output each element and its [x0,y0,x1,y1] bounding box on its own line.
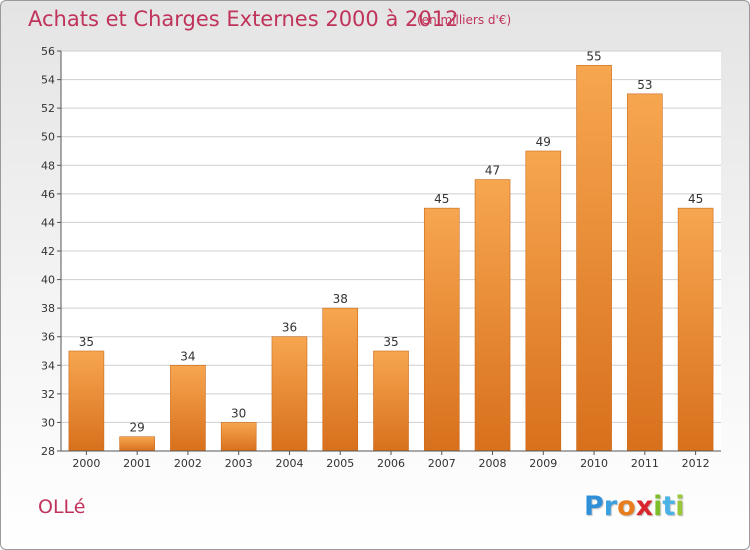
data-label: 45 [688,192,703,206]
y-tick-label: 38 [41,302,55,315]
x-tick-label: 2006 [377,457,405,470]
data-label: 55 [586,49,601,63]
bar-2011 [627,93,663,452]
y-tick-label: 50 [41,131,55,144]
y-axis: 28 30 32 34 36 38 40 42 44 46 48 50 52 54 56 [41,45,62,458]
y-tick-label: 42 [41,245,55,258]
logo-letter: i [675,491,685,522]
data-label: 49 [536,135,551,149]
chart-subtitle: (en milliers d'€) [417,13,512,27]
bar-2000 [68,350,105,452]
x-axis: 2000 2001 2002 2003 2004 2005 2006 2007 2008 2009… [61,450,721,470]
x-tick-label: 2004 [275,457,303,470]
proxiti-logo: Proxiti [584,491,685,522]
y-tick-label: 54 [41,74,55,87]
bars [68,64,714,452]
logo-letter: x [635,491,654,522]
bar-2012 [677,207,714,452]
x-tick-label: 2001 [123,457,151,470]
commune-name: OLLé [38,496,86,518]
logo-letter: o [617,491,636,522]
x-tick-label: 2005 [326,457,354,470]
data-label: 35 [383,335,398,349]
data-label: 34 [180,349,195,363]
bar-2008 [474,179,511,452]
data-label: 45 [434,192,449,206]
x-tick-label: 2000 [72,457,100,470]
x-tick-label: 2009 [529,457,557,470]
logo-letter: P [584,491,604,522]
x-tick-label: 2002 [174,457,202,470]
data-label: 36 [282,321,297,335]
logo-letter: r [603,491,618,522]
x-tick-label: 2010 [580,457,608,470]
y-tick-label: 46 [41,188,55,201]
y-tick-label: 48 [41,159,55,172]
y-tick-label: 34 [41,359,55,372]
x-tick-label: 2007 [428,457,456,470]
y-tick-label: 28 [41,445,55,458]
y-tick-label: 36 [41,331,55,344]
x-tick-label: 2011 [631,457,659,470]
y-tick-label: 44 [41,216,55,229]
y-tick-label: 52 [41,102,55,115]
x-tick-label: 2003 [225,457,253,470]
x-tick-label: 2008 [479,457,507,470]
data-label: 47 [485,164,500,178]
chart-title: Achats et Charges Externes 2000 à 2012 [28,7,459,31]
y-tick-label: 32 [41,388,55,401]
y-tick-label: 56 [41,45,55,58]
logo-letter: t [662,491,676,522]
data-label: 35 [79,335,94,349]
logo-letter: i [653,491,663,522]
data-label: 29 [130,421,145,435]
bar-2006 [373,350,409,452]
bar-2010 [576,64,612,452]
bar-2005 [322,307,359,452]
bar-2001 [119,436,155,452]
x-tick-label: 2012 [682,457,710,470]
y-tick-label: 30 [41,416,55,429]
data-label: 30 [231,406,246,420]
data-label: 38 [333,292,348,306]
bar-2007 [423,207,460,452]
bar-2009 [525,150,562,452]
y-tick-label: 40 [41,274,55,287]
bar-2003 [220,422,257,452]
bar-2002 [170,364,206,452]
data-labels: 35 29 34 30 36 38 35 45 47 49 55 53 45 [79,49,704,434]
bar-2004 [271,336,308,452]
data-label: 53 [637,78,652,92]
